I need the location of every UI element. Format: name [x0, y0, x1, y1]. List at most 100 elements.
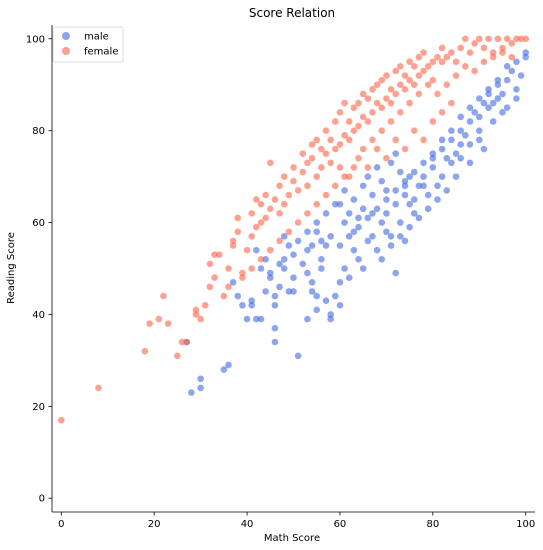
data-point-male: [369, 191, 376, 199]
data-point-female: [392, 67, 399, 75]
data-point-female: [318, 164, 325, 171]
data-point-female: [341, 99, 348, 107]
data-point-female: [378, 76, 386, 84]
data-point-female: [225, 265, 232, 272]
data-point-male: [299, 260, 307, 268]
data-point-male: [494, 95, 502, 102]
data-point-female: [480, 44, 488, 52]
data-point-female: [146, 320, 153, 327]
data-point-male: [276, 260, 283, 268]
data-point-female: [234, 228, 242, 236]
data-point-male: [503, 63, 511, 70]
data-point-male: [220, 366, 228, 373]
data-point-male: [434, 196, 441, 203]
data-point-female: [271, 196, 279, 203]
data-point-female: [429, 76, 437, 84]
data-point-male: [266, 269, 274, 277]
data-point-male: [503, 104, 511, 111]
data-point-female: [466, 49, 474, 56]
data-point-male: [406, 200, 413, 208]
data-point-male: [415, 214, 423, 222]
data-point-female: [206, 260, 214, 268]
data-point-male: [448, 159, 455, 167]
data-point-male: [197, 384, 204, 392]
data-point-female: [438, 58, 446, 66]
data-point-female: [225, 283, 232, 291]
data-point-female: [480, 58, 488, 66]
data-point-male: [378, 177, 386, 185]
data-point-male: [457, 141, 464, 148]
data-point-female: [257, 219, 265, 226]
data-point-female: [155, 315, 163, 323]
data-point-female: [174, 352, 181, 360]
data-point-male: [243, 315, 251, 323]
data-point-male: [359, 265, 367, 272]
data-point-male: [290, 251, 297, 259]
data-point-female: [266, 159, 274, 167]
data-point-female: [415, 90, 423, 98]
data-point-male: [257, 265, 265, 272]
x-axis-label: Math Score: [264, 533, 320, 544]
data-point-female: [508, 40, 516, 47]
data-point-male: [229, 278, 237, 286]
data-point-male: [438, 145, 446, 153]
data-point-female: [350, 104, 358, 111]
data-point-male: [420, 182, 427, 190]
data-point-female: [452, 72, 460, 79]
x-tick-label: 20: [148, 519, 161, 530]
data-point-female: [392, 136, 399, 144]
data-point-female: [410, 127, 418, 134]
data-point-male: [508, 67, 516, 75]
data-point-female: [248, 210, 256, 217]
data-point-male: [336, 301, 344, 309]
data-point-male: [280, 233, 288, 240]
data-point-male: [475, 95, 483, 102]
data-point-male: [294, 352, 302, 360]
data-point-female: [494, 35, 502, 43]
data-point-male: [397, 168, 404, 176]
data-point-male: [383, 210, 390, 217]
data-point-male: [304, 269, 311, 277]
data-point-female: [383, 154, 390, 162]
data-point-male: [197, 375, 204, 383]
data-point-male: [308, 242, 316, 249]
data-point-female: [383, 95, 390, 102]
data-point-female: [206, 283, 214, 291]
data-point-male: [438, 136, 446, 144]
data-point-female: [443, 81, 451, 89]
data-point-female: [406, 76, 413, 84]
data-point-male: [494, 81, 502, 89]
data-point-female: [508, 53, 516, 61]
x-axis-ticks: 0 20 40 60 80 100: [58, 512, 535, 530]
data-point-female: [378, 104, 386, 111]
data-point-female: [285, 228, 293, 236]
data-point-male: [308, 288, 316, 295]
y-tick-label: 60: [32, 218, 45, 229]
points-layer: [57, 35, 530, 424]
data-point-male: [188, 389, 195, 396]
data-point-male: [271, 292, 279, 300]
data-point-female: [253, 196, 260, 203]
data-point-female: [234, 214, 242, 222]
data-point-male: [327, 233, 334, 240]
data-point-male: [313, 306, 321, 314]
data-point-female: [276, 210, 283, 217]
data-point-female: [160, 292, 167, 300]
data-point-male: [345, 274, 353, 281]
data-point-male: [355, 256, 362, 263]
data-point-female: [248, 265, 256, 272]
data-point-male: [392, 269, 399, 277]
data-point-female: [387, 118, 395, 125]
data-point-female: [141, 347, 149, 355]
data-point-female: [327, 136, 334, 144]
data-point-male: [457, 127, 464, 134]
data-point-female: [415, 72, 423, 79]
data-point-male: [480, 99, 488, 107]
data-point-female: [355, 99, 362, 107]
data-point-female: [471, 67, 478, 75]
data-point-male: [364, 237, 372, 245]
data-point-male: [429, 150, 437, 157]
data-point-male: [313, 219, 321, 226]
data-point-female: [318, 145, 325, 153]
